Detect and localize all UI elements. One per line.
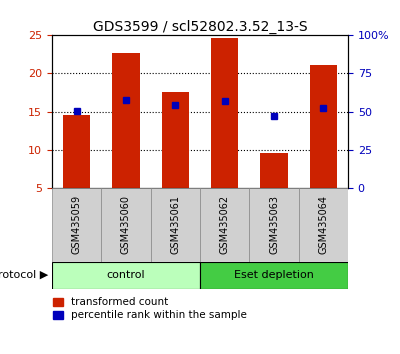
Bar: [112, 53, 140, 188]
Bar: [211, 38, 238, 188]
Bar: [310, 65, 337, 188]
Text: GSM435061: GSM435061: [170, 195, 180, 254]
Text: GSM435059: GSM435059: [72, 195, 82, 255]
Bar: [249, 188, 299, 262]
Text: control: control: [107, 270, 145, 280]
Bar: [299, 188, 348, 262]
Bar: [200, 188, 249, 262]
Text: GSM435064: GSM435064: [318, 195, 328, 254]
Bar: [200, 262, 348, 289]
Text: Eset depletion: Eset depletion: [234, 270, 314, 280]
Bar: [63, 115, 90, 188]
Bar: [162, 92, 189, 188]
Bar: [151, 188, 200, 262]
Text: GSM435063: GSM435063: [269, 195, 279, 254]
Bar: [52, 188, 101, 262]
Text: GSM435062: GSM435062: [220, 195, 230, 255]
Text: GSM435060: GSM435060: [121, 195, 131, 254]
Text: protocol ▶: protocol ▶: [0, 270, 48, 280]
Title: GDS3599 / scl52802.3.52_13-S: GDS3599 / scl52802.3.52_13-S: [93, 20, 307, 34]
Bar: [260, 153, 288, 188]
Bar: [52, 262, 200, 289]
Legend: transformed count, percentile rank within the sample: transformed count, percentile rank withi…: [53, 297, 247, 320]
Bar: [101, 188, 151, 262]
